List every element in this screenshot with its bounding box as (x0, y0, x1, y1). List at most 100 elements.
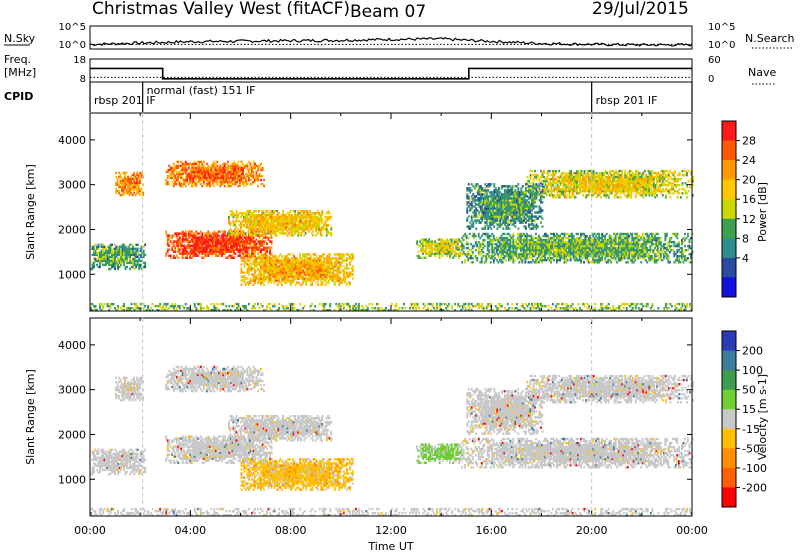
power-cell (118, 183, 120, 187)
power-cell (237, 184, 240, 188)
power-cell (476, 257, 479, 260)
power-cell (169, 240, 172, 243)
power-cell (223, 170, 226, 174)
power-cell (192, 184, 195, 188)
power-cell (202, 182, 205, 186)
power-cell (165, 178, 168, 182)
power-cell (202, 178, 205, 182)
power-cell (189, 168, 192, 172)
power-cell (204, 172, 207, 176)
power-cell (482, 251, 485, 254)
power-cell (175, 170, 178, 174)
power-cell (225, 178, 228, 182)
power-cell (631, 232, 634, 236)
power-cell (216, 178, 219, 182)
power-cell (128, 185, 131, 189)
power-cell (347, 267, 350, 270)
power-cell (181, 178, 184, 182)
power-cell (228, 180, 231, 184)
power-cell (515, 249, 518, 252)
power-cell (193, 166, 196, 170)
power-cell (223, 166, 226, 170)
power-cell (223, 164, 226, 168)
power-cell (189, 170, 192, 174)
power-cell (233, 174, 235, 178)
power-cell (136, 187, 139, 191)
power-cell (255, 172, 258, 176)
power-cell (180, 242, 183, 245)
power-cell (220, 170, 223, 174)
power-cell (330, 216, 333, 219)
power-cell (216, 164, 219, 168)
power-cell (168, 238, 171, 241)
power-cell (236, 162, 238, 166)
power-cell (535, 232, 537, 236)
power-cell (172, 234, 175, 237)
power-cell (246, 166, 249, 170)
power-cell (198, 176, 201, 180)
power-cell (192, 178, 195, 182)
power-cell (230, 180, 232, 184)
power-cell (231, 172, 234, 176)
power-cell (237, 164, 240, 168)
power-cell (281, 283, 283, 286)
power-cell (134, 181, 137, 185)
power-cell (222, 178, 225, 182)
power-cell (181, 240, 184, 243)
power-cell (121, 177, 123, 181)
power-cell (192, 170, 195, 174)
power-cell (174, 168, 177, 172)
power-cell (140, 171, 143, 175)
power-cell (177, 178, 180, 182)
power-cell (213, 162, 216, 166)
power-cell (249, 168, 252, 172)
power-cell (144, 261, 147, 265)
power-cell (137, 175, 140, 179)
power-cell (252, 164, 255, 168)
power-cell (124, 191, 126, 195)
power-cell (193, 176, 196, 180)
power-cell (131, 181, 134, 185)
power-cell (231, 164, 234, 168)
power-cell (180, 164, 183, 168)
power-cell (237, 170, 240, 174)
power-cell (122, 193, 125, 197)
power-cell (607, 261, 610, 264)
power-cell (240, 174, 243, 178)
power-cell (144, 265, 147, 269)
power-cell (183, 244, 186, 247)
power-cell (196, 170, 199, 174)
power-cell (223, 162, 226, 166)
freq-left-tick-top: 18 (73, 55, 86, 66)
power-cell (255, 170, 258, 174)
power-cell (251, 168, 253, 172)
power-cell (184, 164, 187, 168)
power-cell (122, 183, 125, 187)
power-cell (242, 182, 244, 186)
power-cell (137, 173, 140, 177)
power-cell (184, 170, 187, 174)
power-cell (127, 183, 129, 187)
power-cell (231, 166, 234, 170)
power-cell (199, 172, 202, 176)
power-cell (219, 178, 222, 182)
power-cell (227, 184, 229, 188)
power-cell (118, 189, 120, 193)
power-cell (213, 170, 216, 174)
power-cell (687, 249, 689, 252)
power-echo-b (165, 160, 265, 188)
power-cell (249, 174, 252, 178)
power-cell (236, 166, 238, 170)
power-cell (513, 259, 516, 262)
power-cell (249, 242, 252, 245)
power-cell (205, 168, 208, 172)
power-cell (168, 164, 171, 168)
power-cell (169, 254, 172, 257)
power-echo-f (90, 243, 147, 271)
power-cell (184, 168, 187, 172)
power-cell (172, 174, 175, 178)
power-cell (300, 232, 303, 235)
power-cell (202, 170, 205, 174)
power-cell (136, 179, 139, 183)
